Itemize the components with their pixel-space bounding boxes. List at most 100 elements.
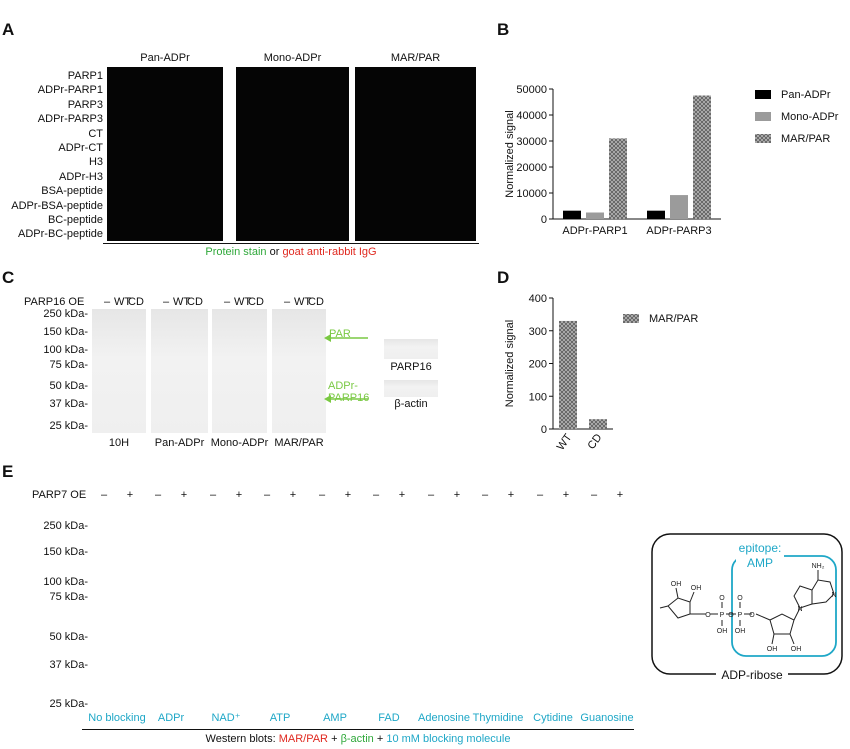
- lane-label: CD: [248, 296, 264, 308]
- lane-plus: +: [180, 489, 188, 501]
- blocking-name: Thymidine: [472, 712, 524, 724]
- molecule-name: ADP-ribose: [721, 668, 783, 682]
- blocking-name: No blocking: [88, 712, 146, 724]
- atom-oh-5: OH: [767, 646, 778, 653]
- lane-label: CD: [308, 296, 324, 308]
- blot-label-mar-par: MAR/PAR: [274, 437, 324, 449]
- bar-pan-adpr: [647, 210, 665, 219]
- purine-ring-5: [793, 585, 813, 609]
- lane-minus: –: [263, 489, 271, 501]
- row-label: PARP1: [67, 70, 103, 82]
- blocking-name: ADPr: [157, 712, 185, 724]
- molecule-bonds: [659, 570, 835, 645]
- panel-letter-a: A: [2, 20, 15, 39]
- y-tick-label: 200: [529, 359, 547, 371]
- legend-swatch: [755, 112, 771, 121]
- lane-minus: –: [590, 489, 598, 501]
- mw-label: 75 kDa-: [49, 359, 88, 371]
- row-label: H3: [88, 156, 103, 169]
- ribose-ring-2: [769, 613, 795, 635]
- lane-label: WT: [114, 296, 132, 308]
- blot-pan-adpr: [151, 309, 208, 433]
- caption-plus-2: +: [373, 733, 387, 745]
- caption-or: or: [266, 246, 283, 258]
- col-title-mono-adpr: Mono-ADPr: [263, 52, 322, 64]
- col-title-mar-par: MAR/PAR: [390, 52, 441, 64]
- legend-label: MAR/PAR: [781, 133, 830, 145]
- atom-n-2: N: [831, 592, 836, 599]
- lane-label: –: [103, 296, 111, 308]
- atom-p-2: P: [738, 612, 743, 619]
- row-label: CT: [88, 127, 103, 140]
- dot-blot-pan-adpr: [107, 67, 223, 241]
- bar-mar-par: [559, 320, 577, 429]
- mw-label: 150 kDa-: [43, 546, 88, 558]
- lane-plus: +: [344, 489, 352, 501]
- y-axis-label: Normalized signal: [504, 110, 516, 197]
- lane-label: –: [162, 296, 170, 308]
- y-tick-label: 10000: [516, 188, 547, 200]
- row-label: PARP3: [67, 98, 103, 111]
- legend-label: Pan-ADPr: [781, 89, 831, 101]
- atom-o-3: O: [719, 595, 725, 602]
- blot-mar-par: [272, 309, 326, 433]
- par-arrow-head: [324, 334, 331, 342]
- lane-labels: – WT CD – WT CD – WT CD – WT CD: [0, 296, 380, 310]
- bar-pan-adpr: [563, 210, 581, 219]
- atom-oh-3: OH: [717, 628, 728, 635]
- caption-mar-par: MAR/PAR: [278, 733, 329, 745]
- dot-blot-mar-par: [355, 67, 476, 241]
- chart-b: 0 10000 20000 30000 40000 50000 Normalized sig…: [504, 84, 839, 237]
- atom-nh2: NH₂: [812, 563, 825, 570]
- y-tick-label: 20000: [516, 162, 547, 174]
- epitope-label-1: epitope:: [739, 541, 782, 555]
- blot-parp16: [384, 339, 438, 359]
- row-label: BC-peptide: [47, 214, 103, 226]
- legend-swatch: [755, 90, 771, 99]
- mw-label: 25 kDa-: [49, 420, 88, 432]
- epitope-label-bg: [736, 539, 784, 573]
- bar-mar-par: [589, 419, 607, 429]
- category-label: ADPr-PARP3: [646, 225, 711, 237]
- blot-label-pan-adpr: Pan-ADPr: [154, 437, 205, 449]
- panel-a-caption: Protein stain or goat anti-rabbit IgG: [103, 246, 479, 259]
- category-label: ADPr-PARP1: [562, 225, 627, 237]
- panel-letter-d: D: [497, 268, 510, 287]
- y-tick-label: 30000: [516, 136, 547, 148]
- blocking-name: AMP: [323, 712, 347, 724]
- panel-letter-c: C: [2, 268, 15, 287]
- row-label: ADPr-CT: [58, 142, 103, 154]
- legend-label: MAR/PAR: [649, 313, 698, 325]
- chart-d: 0 100 200 300 400 Normalized signal WT CD MAR/PA…: [504, 293, 698, 453]
- mw-label: 100 kDa-: [43, 576, 88, 588]
- mw-label: 37 kDa-: [49, 659, 88, 671]
- atom-n-1: N: [797, 606, 802, 613]
- atom-p-1: P: [720, 612, 725, 619]
- mw-label: 100 kDa-: [43, 344, 88, 356]
- blot-beta-actin: [384, 380, 438, 397]
- legend-swatch: [755, 134, 771, 143]
- caption-plus-1: +: [328, 733, 341, 745]
- atom-oh-6: OH: [791, 646, 802, 653]
- mw-label: 75 kDa-: [49, 591, 88, 603]
- ribose-ring-1: [667, 597, 691, 619]
- lane-label: CD: [187, 296, 203, 308]
- y-tick-label: 0: [541, 214, 547, 226]
- col-title-pan-adpr: Pan-ADPr: [140, 52, 190, 64]
- mw-label: 50 kDa-: [49, 631, 88, 643]
- row-labels: PARP1 ADPr-PARP1 PARP3 ADPr-PARP3 CT ADPr-CT H…: [0, 70, 103, 242]
- caption-protein-stain: Protein stain: [205, 246, 267, 258]
- row-label: ADPr-BSA-peptide: [11, 199, 103, 212]
- blocking-names: No blocking ADPr NAD⁺ ATP AMP FAD Adenosine Thy…: [0, 712, 640, 726]
- lane-label: WT: [294, 296, 312, 308]
- legend-label: Mono-ADPr: [781, 111, 839, 123]
- parp7-oe-label: PARP7 OE: [32, 489, 87, 501]
- lane-plus: +: [562, 489, 570, 501]
- adpr-arrow-label-2: PARP16: [328, 392, 370, 404]
- panel-letter-b: B: [497, 20, 510, 39]
- blocking-name: Cytidine: [533, 712, 573, 724]
- y-tick-label: 100: [529, 391, 547, 403]
- atom-o-2: O: [728, 612, 734, 619]
- bar-mar-par: [693, 95, 711, 219]
- y-tick-label: 50000: [516, 84, 547, 96]
